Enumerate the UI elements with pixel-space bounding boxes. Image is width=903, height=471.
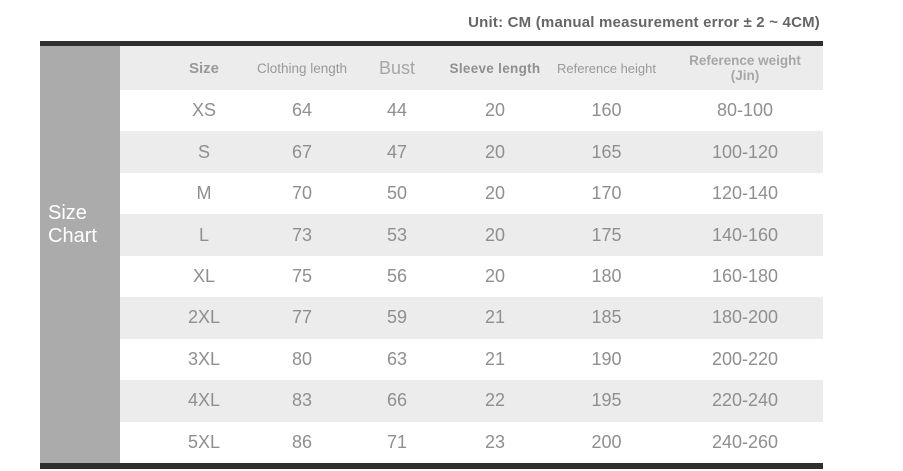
cell-bust: 56 <box>386 265 408 286</box>
cell-reference-height: 190 <box>591 348 622 369</box>
cell-clothing-length: 64 <box>291 100 313 121</box>
cell-bust: 47 <box>386 141 408 162</box>
cell-reference-weight: 180-200 <box>711 307 779 328</box>
table-row-s: S 67 47 20 165 100-120 <box>120 131 823 173</box>
cell-size: XS <box>191 100 216 121</box>
cell-size: L <box>198 224 209 245</box>
cell-bust: 66 <box>386 390 408 411</box>
cell-reference-height: 170 <box>591 183 622 204</box>
cell-clothing-length: 83 <box>291 390 313 411</box>
cell-size: XL <box>192 265 216 286</box>
cell-size: 5XL <box>187 431 221 452</box>
header-reference-weight: Reference weight (Jin) <box>667 53 823 83</box>
header-clothing-length: Clothing length <box>256 60 348 76</box>
table-header-row: Size Clothing length Bust Sleeve length … <box>120 46 823 90</box>
cell-sleeve-length: 22 <box>484 390 506 411</box>
cell-size: 3XL <box>187 348 221 369</box>
table-row-m: M 70 50 20 170 120-140 <box>120 173 823 214</box>
cell-reference-height: 200 <box>591 431 622 452</box>
cell-sleeve-length: 20 <box>484 183 506 204</box>
cell-size: S <box>197 141 210 162</box>
cell-clothing-length: 67 <box>291 141 313 162</box>
table-row-xs: XS 64 44 20 160 80-100 <box>120 90 823 131</box>
cell-reference-height: 165 <box>591 141 622 162</box>
cell-size: 2XL <box>187 307 221 328</box>
cell-reference-weight: 80-100 <box>716 100 774 121</box>
cell-bust: 71 <box>386 431 408 452</box>
header-bust: Bust <box>378 57 416 78</box>
header-sleeve-length: Sleeve length <box>449 60 541 76</box>
cell-clothing-length: 75 <box>291 265 313 286</box>
cell-reference-height: 180 <box>591 265 622 286</box>
table-row-3xl: 3XL 80 63 21 190 200-220 <box>120 339 823 380</box>
header-reference-height: Reference height <box>556 60 656 76</box>
unit-note: Unit: CM (manual measurement error ± 2 ~… <box>468 14 820 31</box>
header-reference-weight-text: Reference weight (Jin) <box>689 53 801 83</box>
cell-sleeve-length: 23 <box>484 431 506 452</box>
cell-reference-height: 185 <box>591 307 622 328</box>
table-rows: XS 64 44 20 160 80-100 S 67 47 20 165 10… <box>120 90 823 463</box>
cell-sleeve-length: 21 <box>484 307 506 328</box>
table-row-5xl: 5XL 86 71 23 200 240-260 <box>120 422 823 463</box>
cell-sleeve-length: 20 <box>484 141 506 162</box>
size-chart-sidebar-label: Size Chart <box>40 46 120 463</box>
cell-reference-weight: 200-220 <box>711 348 779 369</box>
cell-bust: 59 <box>386 307 408 328</box>
cell-sleeve-length: 21 <box>484 348 506 369</box>
cell-reference-height: 160 <box>591 100 622 121</box>
table-row-2xl: 2XL 77 59 21 185 180-200 <box>120 297 823 339</box>
cell-bust: 44 <box>386 100 408 121</box>
size-chart-table: Size Chart Size Clothing length Bust Sle… <box>40 41 823 469</box>
cell-reference-height: 195 <box>591 390 622 411</box>
cell-clothing-length: 77 <box>291 307 313 328</box>
cell-bust: 53 <box>386 224 408 245</box>
table-row-l: L 73 53 20 175 140-160 <box>120 214 823 256</box>
cell-bust: 63 <box>386 348 408 369</box>
cell-reference-weight: 240-260 <box>711 431 779 452</box>
cell-reference-height: 175 <box>591 224 622 245</box>
header-size: Size <box>188 59 219 77</box>
cell-sleeve-length: 20 <box>484 100 506 121</box>
cell-reference-weight: 120-140 <box>711 183 779 204</box>
cell-sleeve-length: 20 <box>484 265 506 286</box>
cell-size: 4XL <box>187 390 221 411</box>
cell-size: M <box>196 183 212 204</box>
cell-clothing-length: 70 <box>291 183 313 204</box>
table-row-4xl: 4XL 83 66 22 195 220-240 <box>120 380 823 422</box>
cell-reference-weight: 160-180 <box>711 265 779 286</box>
table-row-xl: XL 75 56 20 180 160-180 <box>120 256 823 297</box>
cell-bust: 50 <box>386 183 408 204</box>
cell-reference-weight: 140-160 <box>711 224 779 245</box>
cell-sleeve-length: 20 <box>484 224 506 245</box>
cell-clothing-length: 80 <box>291 348 313 369</box>
cell-reference-weight: 100-120 <box>711 141 779 162</box>
size-chart-body: Size Clothing length Bust Sleeve length … <box>120 46 823 463</box>
cell-reference-weight: 220-240 <box>711 390 779 411</box>
cell-clothing-length: 73 <box>291 224 313 245</box>
cell-clothing-length: 86 <box>291 431 313 452</box>
